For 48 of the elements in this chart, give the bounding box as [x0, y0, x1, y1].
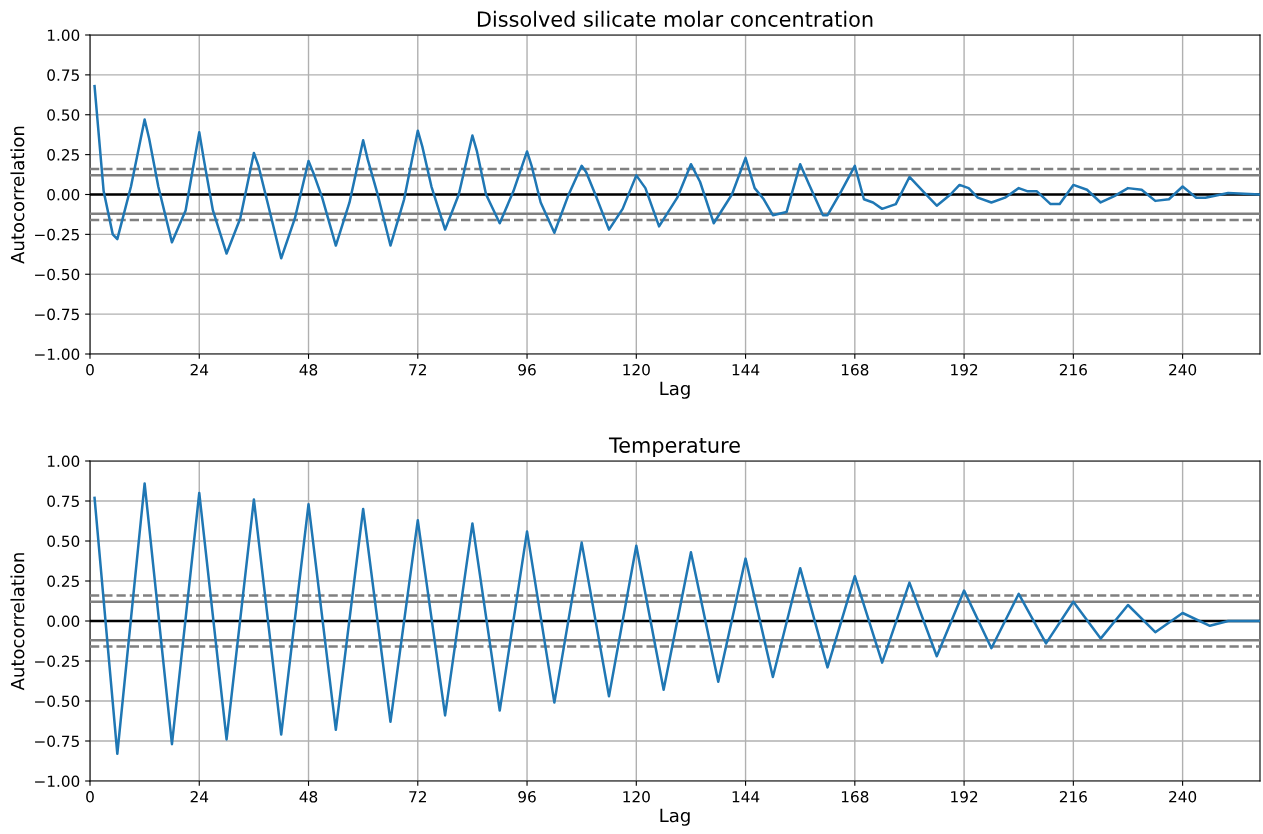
x-tick-label: 240 — [1169, 790, 1197, 803]
x-axis-title: Lag — [660, 808, 690, 826]
y-tick-label: −0.50 — [35, 695, 80, 708]
line-series — [93, 482, 1260, 756]
x-tick-label: 216 — [1059, 790, 1087, 803]
x-tick-label: 24 — [190, 790, 209, 803]
x-tick-label: 48 — [299, 363, 318, 376]
x-tick-label: 192 — [951, 363, 978, 376]
y-tick-label: 0.25 — [47, 575, 79, 588]
x-tick-label: 96 — [518, 790, 536, 803]
y-tick-label: −0.25 — [35, 228, 79, 241]
x-tick-label: 96 — [518, 363, 536, 376]
y-tick-label: 0.00 — [47, 188, 80, 201]
y-tick-label: −0.50 — [35, 268, 80, 281]
x-tick-label: 24 — [190, 363, 209, 376]
y-tick-label: 0.75 — [47, 495, 79, 508]
y-tick-label: 0.00 — [47, 615, 80, 628]
y-tick-label: 0.25 — [47, 149, 79, 161]
y-tick-label: 0.50 — [47, 535, 80, 548]
y-tick-label: 0.75 — [47, 69, 79, 81]
y-tick-label: 0.50 — [47, 109, 80, 121]
x-tick-label: 216 — [1059, 363, 1087, 376]
y-tick-label: 1.00 — [47, 455, 80, 468]
chart-title: Temperature — [608, 437, 740, 457]
y-tick-label: −0.75 — [35, 735, 79, 748]
line-series — [93, 84, 1260, 260]
y-tick-label: −0.25 — [35, 655, 79, 668]
x-axis-title: Lag — [660, 381, 690, 399]
x-tick-label: 120 — [623, 363, 650, 376]
y-tick-label: −0.75 — [35, 308, 79, 321]
x-tick-label: 144 — [732, 364, 760, 376]
x-tick-label: 72 — [409, 363, 426, 376]
x-tick-label: 144 — [732, 791, 760, 803]
x-tick-label: 168 — [841, 790, 869, 803]
x-tick-label: 48 — [299, 790, 318, 803]
chart-title: Dissolved silicate molar concentration — [477, 10, 873, 27]
y-tick-label: −1.00 — [35, 348, 80, 361]
x-tick-label: 240 — [1169, 363, 1197, 376]
x-tick-label: 120 — [623, 790, 650, 803]
y-axis-title: Autocorrelation — [10, 553, 25, 691]
x-tick-label: 72 — [409, 790, 426, 803]
y-tick-label: −1.00 — [35, 775, 80, 788]
x-tick-label: 0 — [86, 363, 94, 376]
x-tick-label: 0 — [86, 790, 94, 803]
y-tick-label: 1.00 — [47, 29, 80, 42]
x-tick-label: 192 — [951, 790, 978, 803]
x-tick-label: 168 — [841, 363, 869, 376]
y-axis-title: Autocorrelation — [10, 126, 25, 264]
